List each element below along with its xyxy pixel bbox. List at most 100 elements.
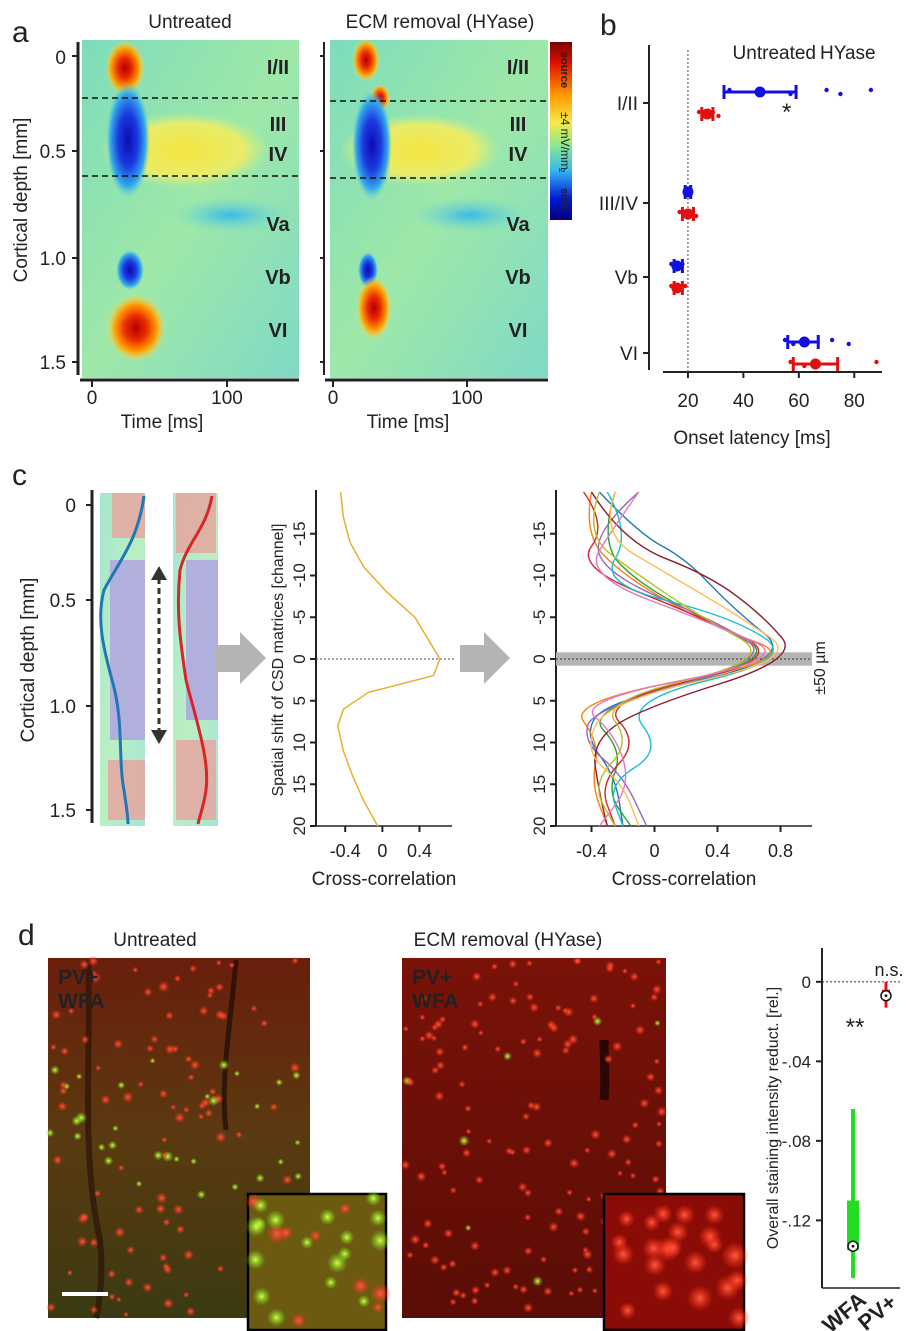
layer-label: III — [270, 114, 287, 136]
cell-body — [117, 1081, 126, 1090]
cell-body — [458, 1080, 466, 1088]
cell-body — [93, 1189, 102, 1198]
x-tick-label: -0.4 — [576, 841, 607, 861]
panel-d-title-hyase: ECM removal (HYase) — [414, 930, 603, 951]
cell-body — [155, 1203, 166, 1215]
y-tick-label: 5 — [530, 696, 549, 705]
layer-label: VI — [509, 320, 528, 342]
cell-body — [269, 1102, 278, 1112]
cell-body — [532, 1275, 543, 1287]
cell-body — [611, 1041, 623, 1052]
cell-body — [351, 1276, 370, 1295]
cell-body — [526, 1101, 536, 1110]
cell-body — [155, 1192, 168, 1204]
cell-body — [161, 1152, 168, 1159]
cell-body — [435, 1047, 445, 1057]
cell-body — [402, 1025, 409, 1032]
panel-letter-c: c — [12, 459, 27, 492]
onset-latency-chart: Untreated HYase * Onset latency [ms] 20 4… — [599, 43, 882, 449]
cell-body — [253, 1103, 261, 1110]
cell-body — [231, 1183, 239, 1191]
cell-body — [443, 1228, 454, 1239]
cell-body — [250, 1005, 258, 1012]
cell-body — [591, 1287, 598, 1294]
cell-body — [158, 1253, 168, 1262]
cell-body — [216, 1265, 225, 1273]
cell-body — [524, 1213, 532, 1222]
mean-marker — [701, 108, 713, 120]
cell-body — [369, 1230, 391, 1252]
cell-body — [75, 1073, 83, 1080]
cell-body — [79, 959, 90, 970]
layer-label: I/II — [267, 57, 289, 79]
data-point — [874, 359, 879, 365]
cell-body — [215, 982, 225, 992]
cell-body — [517, 1182, 528, 1192]
cell-body — [554, 1004, 562, 1012]
cell-body — [289, 1062, 301, 1074]
cell-body — [653, 1085, 664, 1096]
cell-body — [158, 1089, 168, 1099]
cell-body — [539, 1255, 548, 1264]
cell-body — [592, 1016, 603, 1027]
cell-body — [338, 1202, 352, 1215]
cell-body — [197, 1113, 205, 1120]
y-tick-label: 1.5 — [40, 353, 66, 374]
cell-body — [161, 1136, 168, 1144]
cell-body — [721, 1241, 749, 1270]
cell-body — [571, 1266, 579, 1274]
category-label: Vb — [615, 268, 638, 289]
stain-label-wfa: WFA — [58, 990, 105, 1013]
y-tick-label: -.08 — [782, 1132, 811, 1151]
significance-annotation: * — [782, 99, 791, 126]
cell-body — [107, 1269, 116, 1279]
cross-correlation-single-chart: Spatial shift of CSD matrices [channel] … — [270, 490, 456, 890]
y-tick-label: -15 — [290, 521, 309, 546]
cell-body — [650, 993, 659, 1002]
y-axis-label: Cortical depth [mm] — [18, 578, 39, 743]
y-tick-label: 0 — [290, 654, 309, 663]
layer-labels-untreated: I/II III IV Va Vb VI — [265, 57, 291, 342]
cell-body — [461, 1148, 472, 1158]
cell-body — [90, 970, 97, 977]
cell-body — [532, 1048, 543, 1059]
cell-body — [618, 1301, 637, 1320]
x-tick-label: 100 — [211, 388, 243, 409]
cell-body — [114, 1226, 126, 1238]
cell-body — [667, 1221, 689, 1243]
y-tick-label: 5 — [290, 696, 309, 705]
cell-body — [52, 1155, 63, 1166]
cell-body — [459, 1291, 467, 1300]
data-point — [677, 209, 682, 215]
cell-body — [50, 1065, 60, 1075]
right-arrow-icon — [460, 632, 510, 684]
cell-body — [162, 1218, 171, 1227]
layer-labels-hyase: I/II III IV Va Vb VI — [505, 57, 531, 342]
cell-body — [252, 1197, 269, 1214]
cell-body — [150, 1035, 159, 1044]
y-tick-label: -.04 — [782, 1052, 811, 1071]
cell-body — [621, 968, 629, 975]
cell-body — [266, 1308, 286, 1327]
cell-body — [196, 1190, 206, 1200]
y-tick-label: 1.0 — [40, 249, 66, 270]
cell-body — [51, 1009, 62, 1020]
csd-profile-untreated — [99, 493, 146, 826]
cell-body — [162, 1297, 174, 1310]
cell-body — [461, 1043, 469, 1052]
cell-body — [448, 1259, 457, 1269]
cell-body — [562, 1007, 569, 1014]
cell-body — [182, 1106, 190, 1114]
colorbar-bottom-label: sink — [558, 188, 570, 211]
cell-body — [143, 987, 153, 997]
cell-body — [568, 1290, 575, 1297]
y-tick-label: 20 — [530, 817, 549, 836]
cell-body — [674, 1204, 695, 1226]
cell-body — [477, 1029, 484, 1036]
cell-body — [198, 1005, 209, 1016]
y-tick-label: 1.5 — [50, 801, 76, 822]
cell-body — [606, 1148, 618, 1160]
cell-body — [698, 1224, 722, 1249]
cell-body — [512, 980, 520, 988]
